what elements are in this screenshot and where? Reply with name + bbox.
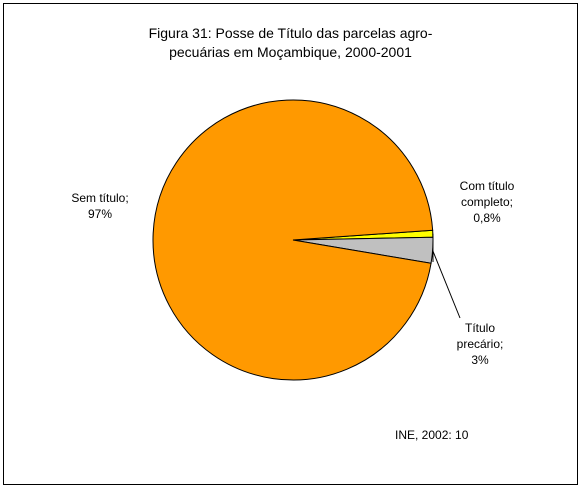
- data-label: Sem título; 97%: [60, 190, 140, 222]
- category-label: Título precário;: [456, 321, 504, 351]
- category-label: Sem título;: [71, 191, 129, 205]
- chart-title: Figura 31: Posse de Título das parcelas …: [148, 25, 433, 41]
- value-label: 97%: [87, 207, 113, 221]
- chart-title: pecuárias em Moçambique, 2000-2001: [169, 44, 412, 60]
- data-label: Título precário; 3%: [440, 320, 520, 368]
- value-label: 0,8%: [473, 211, 501, 225]
- pie-slice: [152, 99, 434, 381]
- value-label: 3%: [471, 353, 489, 367]
- source: INE, 2002: 10: [395, 428, 469, 442]
- data-label: Com título completo; 0,8%: [432, 178, 542, 226]
- category-label: Com título completo;: [459, 179, 515, 209]
- leader-line: [432, 250, 461, 319]
